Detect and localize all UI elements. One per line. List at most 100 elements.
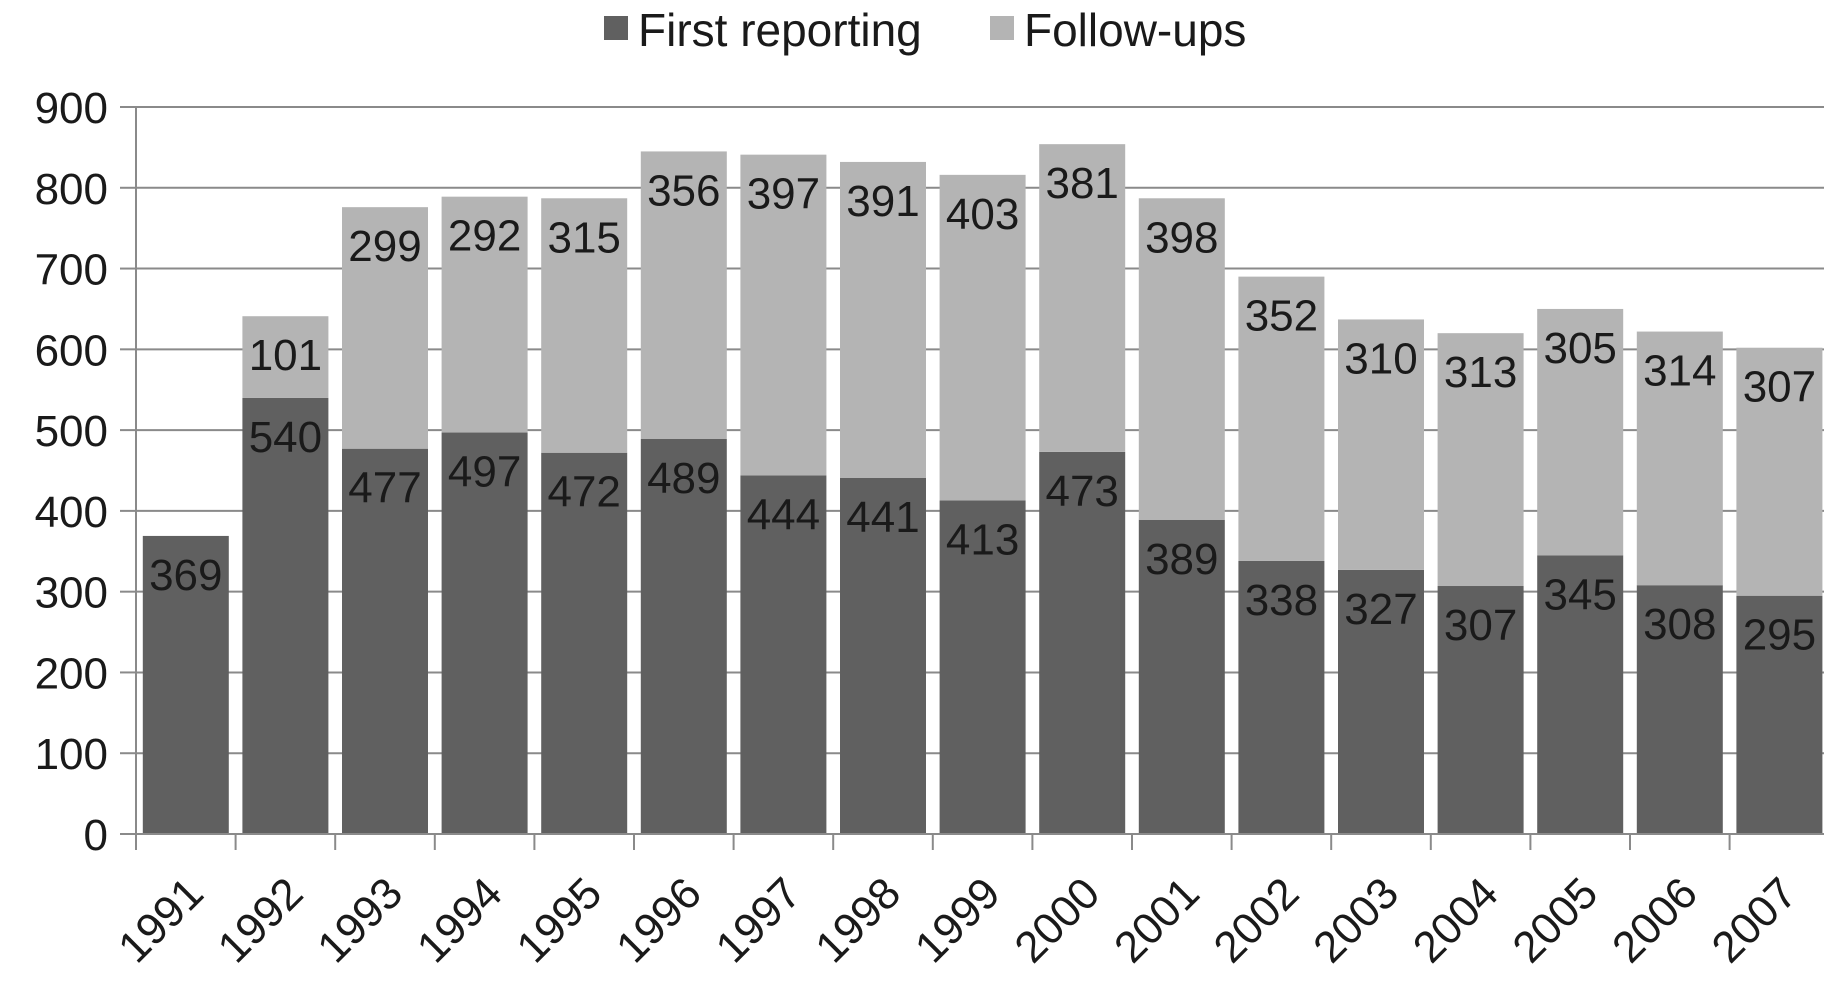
data-label-first-reporting-1995: 472 [547, 468, 620, 517]
data-label-first-reporting-1992: 540 [249, 413, 322, 462]
data-label-first-reporting-1997: 444 [747, 490, 820, 539]
data-label-first-reporting-1996: 489 [647, 454, 720, 503]
data-labels: 369 101 540 299 477 292 497 315 472 356 489 397 444 3… [149, 159, 1816, 660]
y-tick-label: 800 [35, 165, 108, 214]
x-tick-label: 2007 [1703, 868, 1807, 972]
bar-follow-ups-2001 [1138, 198, 1225, 520]
data-label-follow-ups-1995: 315 [547, 213, 620, 262]
data-label-follow-ups-1992: 101 [249, 331, 322, 380]
legend-label-first-reporting: First reporting [638, 4, 922, 56]
legend: First reporting Follow-ups [604, 4, 1246, 56]
data-label-first-reporting-2007: 295 [1743, 611, 1816, 660]
x-tick-label: 2006 [1603, 868, 1707, 972]
y-tick-label: 0 [84, 811, 108, 860]
bar-first-reporting-1994 [441, 432, 528, 834]
bar-follow-ups-1999 [939, 174, 1026, 501]
bar-follow-ups-1995 [541, 198, 628, 453]
data-label-follow-ups-1997: 397 [747, 170, 820, 219]
bar-first-reporting-1992 [242, 397, 329, 834]
y-tick-label: 700 [35, 246, 108, 295]
data-label-follow-ups-2002: 352 [1245, 292, 1318, 341]
data-label-follow-ups-1996: 356 [647, 166, 720, 215]
y-tick-label: 100 [35, 730, 108, 779]
bar-first-reporting-2003 [1338, 569, 1424, 834]
data-label-first-reporting-1998: 441 [846, 493, 919, 542]
x-tick-label: 2003 [1304, 868, 1408, 972]
bar-first-reporting-1993 [342, 448, 428, 834]
bar-first-reporting-1999 [939, 500, 1026, 834]
bar-first-reporting-2000 [1039, 451, 1126, 834]
bar-follow-ups-2002 [1238, 276, 1325, 561]
x-tick-label: 1993 [308, 868, 412, 972]
data-label-first-reporting-2004: 307 [1444, 601, 1517, 650]
data-label-first-reporting-1994: 497 [448, 448, 521, 497]
bar-follow-ups-2004 [1437, 333, 1524, 587]
data-label-follow-ups-1998: 391 [846, 177, 919, 226]
legend-swatch-follow-ups [990, 16, 1014, 40]
x-tick-label: 2005 [1503, 868, 1607, 972]
y-tick-label: 900 [35, 84, 108, 133]
y-tick-label: 300 [35, 569, 108, 618]
y-tick-label: 600 [35, 326, 108, 375]
x-tick-label: 2000 [1005, 868, 1109, 972]
bar-follow-ups-1994 [441, 196, 528, 433]
bar-first-reporting-2007 [1736, 595, 1823, 834]
legend-label-follow-ups: Follow-ups [1024, 4, 1246, 56]
data-label-follow-ups-2000: 381 [1045, 159, 1118, 208]
bar-follow-ups-1996 [640, 151, 727, 439]
data-label-follow-ups-1994: 292 [448, 212, 521, 261]
data-label-first-reporting-2005: 345 [1543, 570, 1616, 619]
bars [142, 144, 1823, 834]
legend-swatch-first-reporting [604, 16, 628, 40]
y-tick-label: 400 [35, 488, 108, 537]
bar-follow-ups-2007 [1736, 347, 1823, 596]
bar-follow-ups-1992 [242, 316, 329, 398]
x-tick-label: 1999 [906, 868, 1010, 972]
data-label-first-reporting-2000: 473 [1045, 467, 1118, 516]
bar-follow-ups-2006 [1636, 331, 1723, 586]
bar-first-reporting-1995 [541, 452, 628, 834]
bar-follow-ups-2000 [1039, 144, 1126, 452]
bar-first-reporting-2006 [1636, 585, 1723, 834]
x-tick-label: 1994 [408, 868, 512, 972]
data-label-follow-ups-2001: 398 [1145, 213, 1218, 262]
x-tick-label: 1991 [109, 868, 213, 972]
data-label-first-reporting-2003: 327 [1344, 585, 1417, 634]
data-label-follow-ups-2004: 313 [1444, 348, 1517, 397]
data-label-first-reporting-1999: 413 [946, 515, 1019, 564]
data-label-first-reporting-2002: 338 [1245, 576, 1318, 625]
data-label-follow-ups-1999: 403 [946, 190, 1019, 239]
bar-follow-ups-2003 [1338, 319, 1424, 570]
bar-first-reporting-1998 [840, 477, 926, 834]
bar-first-reporting-2002 [1238, 560, 1325, 834]
bar-follow-ups-1997 [740, 154, 827, 476]
bar-follow-ups-2005 [1537, 308, 1624, 556]
bar-follow-ups-1993 [342, 207, 428, 449]
data-label-follow-ups-1993: 299 [348, 222, 421, 271]
bar-first-reporting-1996 [640, 438, 727, 834]
bar-first-reporting-2001 [1138, 519, 1225, 834]
x-tick-label: 1998 [806, 868, 910, 972]
data-label-first-reporting-1991: 369 [149, 551, 222, 600]
data-label-first-reporting-1993: 477 [348, 464, 421, 513]
x-tick-label: 1995 [507, 868, 611, 972]
data-label-follow-ups-2005: 305 [1543, 324, 1616, 373]
bar-first-reporting-2004 [1437, 586, 1524, 834]
bar-first-reporting-1997 [740, 475, 827, 834]
data-label-first-reporting-2006: 308 [1643, 600, 1716, 649]
y-tick-label: 200 [35, 649, 108, 698]
data-label-follow-ups-2006: 314 [1643, 347, 1716, 396]
y-tick-label: 500 [35, 407, 108, 456]
x-tick-label: 2002 [1205, 868, 1309, 972]
x-tick-label: 2004 [1404, 868, 1508, 972]
x-tick-label: 1992 [209, 868, 313, 972]
bar-first-reporting-1991 [142, 535, 229, 834]
bar-follow-ups-1998 [840, 161, 926, 478]
x-tick-label: 2001 [1105, 868, 1209, 972]
x-tick-label: 1996 [607, 868, 711, 972]
x-tick-label: 1997 [707, 868, 811, 972]
data-label-first-reporting-2001: 389 [1145, 535, 1218, 584]
data-label-follow-ups-2003: 310 [1344, 334, 1417, 383]
